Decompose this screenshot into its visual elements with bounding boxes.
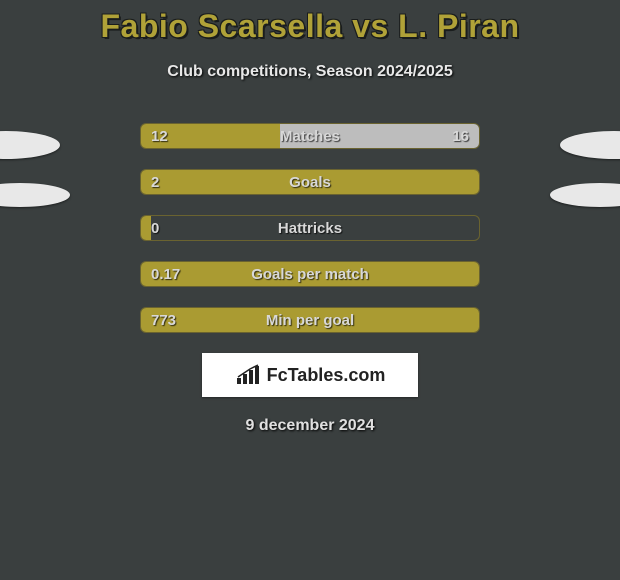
bar-left-value: 12 xyxy=(151,124,168,148)
bar-list: Matches12 16 Goals2 Hattricks0 Goals per mat… xyxy=(140,123,480,333)
player-left-marker-1 xyxy=(0,131,60,159)
bar-row: Goals2 xyxy=(140,169,480,195)
bar-row: Matches12 16 xyxy=(140,123,480,149)
comparison-chart: Matches12 16 Goals2 Hattricks0 Goals per mat… xyxy=(0,123,620,333)
bar-metric-label: Goals per match xyxy=(141,262,479,286)
player-right-marker-2 xyxy=(550,183,620,207)
bar-row: Goals per match0.17 xyxy=(140,261,480,287)
chart-icon xyxy=(235,364,261,386)
logo-box: FcTables.com xyxy=(202,353,418,397)
bar-row: Hattricks0 xyxy=(140,215,480,241)
bar-metric-label: Hattricks xyxy=(141,216,479,240)
bar-row: Min per goal773 xyxy=(140,307,480,333)
page-title: Fabio Scarsella vs L. Piran xyxy=(0,0,620,45)
player-left-marker-2 xyxy=(0,183,70,207)
page-subtitle: Club competitions, Season 2024/2025 xyxy=(0,63,620,81)
bar-left-value: 0.17 xyxy=(151,262,180,286)
player-right-marker-1 xyxy=(560,131,620,159)
bar-metric-label: Goals xyxy=(141,170,479,194)
bar-left-value: 0 xyxy=(151,216,159,240)
bar-left-value: 773 xyxy=(151,308,176,332)
bar-right-value: 16 xyxy=(452,124,469,148)
logo-text: FcTables.com xyxy=(267,365,386,386)
bar-left-value: 2 xyxy=(151,170,159,194)
bar-metric-label: Matches xyxy=(141,124,479,148)
date-label: 9 december 2024 xyxy=(0,417,620,435)
bar-metric-label: Min per goal xyxy=(141,308,479,332)
